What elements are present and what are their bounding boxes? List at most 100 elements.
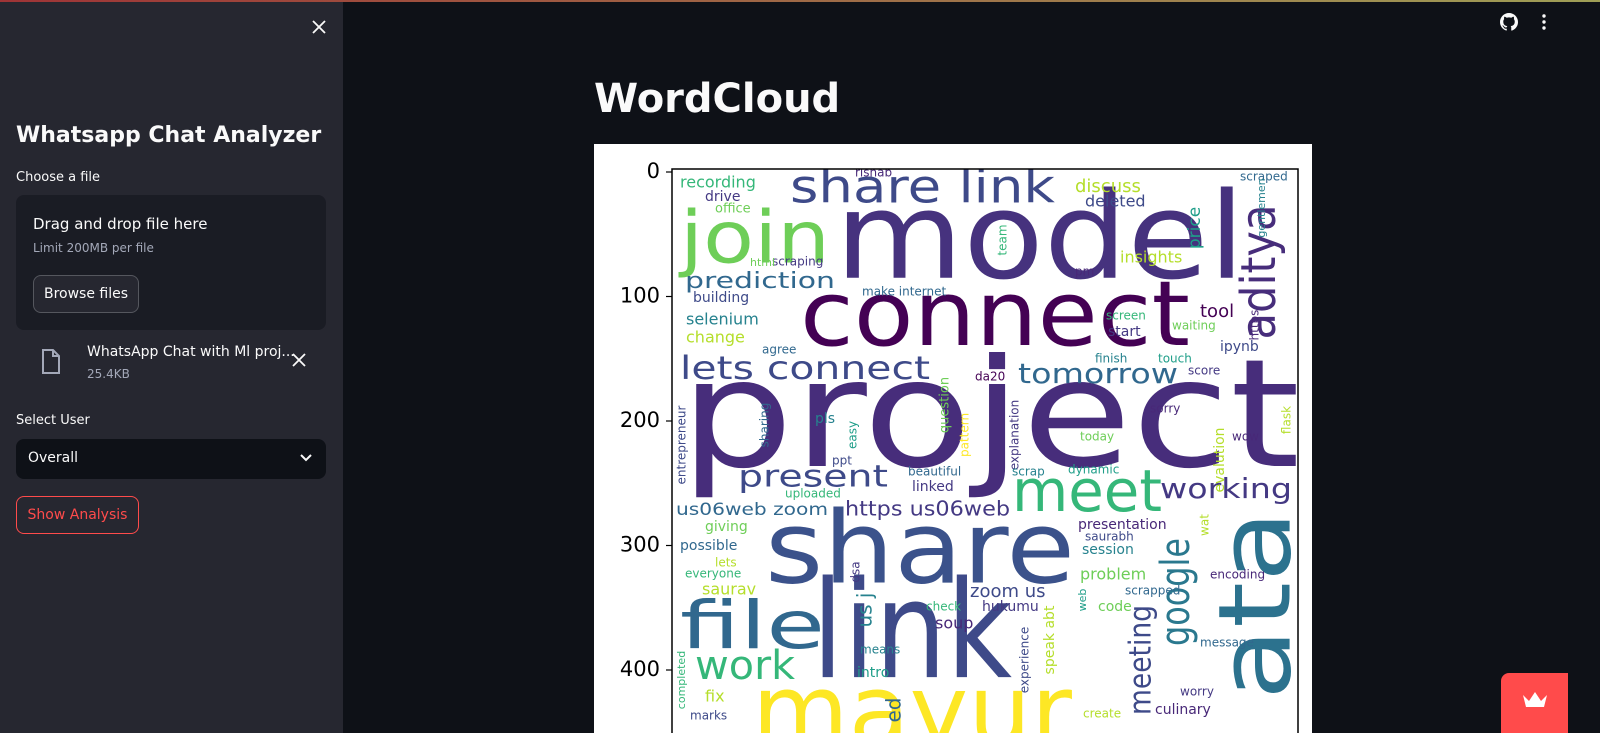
word: lets <box>715 556 737 570</box>
word: finish <box>1095 352 1127 366</box>
word: ata <box>1196 510 1312 700</box>
word: saurav <box>702 580 756 599</box>
word: speak abt <box>1042 605 1058 674</box>
word: file <box>680 587 825 664</box>
word: insights <box>1120 248 1182 267</box>
word: selenium <box>686 310 759 329</box>
word: completed <box>675 651 688 709</box>
word: entrepreneur <box>675 405 689 484</box>
word: saurabh <box>1085 530 1134 544</box>
word: soup <box>935 614 973 633</box>
word: sharing <box>758 403 772 448</box>
word: price <box>1185 207 1205 249</box>
word: experience <box>1018 627 1032 694</box>
word: agree <box>762 343 796 357</box>
word: share link <box>790 160 1055 214</box>
word: gentlemen <box>1255 178 1268 237</box>
word: dsa <box>849 561 863 582</box>
word: project <box>680 328 1300 502</box>
word: uploaded <box>785 487 841 501</box>
word: code <box>1098 599 1132 615</box>
select-value: Overall <box>28 450 79 466</box>
select-arrow <box>300 454 312 462</box>
word: present <box>738 460 888 495</box>
y-tick-label: 300 <box>620 533 660 557</box>
word: us06web zoom <box>676 500 828 520</box>
file-name: WhatsApp Chat with Ml proj... <box>87 344 295 360</box>
word: google <box>1153 538 1199 646</box>
word: drive <box>705 189 740 205</box>
word: us j <box>853 592 877 627</box>
word: https us06web <box>845 497 1010 521</box>
axes-frame <box>671 168 1299 733</box>
word: screen <box>1106 309 1146 323</box>
word: pls <box>815 411 835 427</box>
word: tool <box>1200 301 1234 322</box>
word: flask <box>1280 406 1294 434</box>
word: web <box>1076 589 1089 612</box>
word: prediction <box>685 269 835 294</box>
word: rishab <box>855 166 892 180</box>
y-tick-label: 0 <box>647 159 660 183</box>
word: giving <box>705 519 748 535</box>
word: zoom us <box>970 581 1046 602</box>
word: lets connect <box>680 349 930 387</box>
user-select[interactable]: Overall <box>16 439 326 479</box>
word: ppt <box>832 454 852 468</box>
sidebar: Whatsapp Chat Analyzer Choose a file Dra… <box>0 2 343 733</box>
word: encoding <box>1210 568 1265 582</box>
word: ed <box>882 698 906 723</box>
word: culinary <box>1155 702 1211 718</box>
word: join <box>678 196 830 280</box>
limit-text: Limit 200MB per file <box>33 241 154 255</box>
word: question <box>938 377 953 433</box>
word: ipynb <box>1220 339 1259 355</box>
browse-button[interactable]: Browse files <box>33 275 139 313</box>
word: html <box>750 256 775 269</box>
file-icon <box>42 349 60 374</box>
word: scraping <box>772 255 823 269</box>
word: intro <box>857 665 889 681</box>
close-sidebar[interactable] <box>310 18 328 36</box>
dropzone-text: Drag and drop file here <box>33 215 208 233</box>
show-analysis-button[interactable]: Show Analysis <box>16 496 139 534</box>
word: hukumu <box>982 599 1039 615</box>
word: today <box>1080 430 1114 444</box>
word: marks <box>690 709 727 723</box>
word: dynamic <box>1068 463 1119 477</box>
image-background <box>594 144 1312 733</box>
word: pattern <box>958 413 972 457</box>
word: deleted <box>1085 192 1146 211</box>
word: start <box>1108 324 1141 340</box>
word: connect <box>800 262 1190 367</box>
top-decoration <box>0 0 1600 2</box>
word: share <box>765 489 1075 606</box>
word: waiting <box>1172 319 1216 333</box>
word: possible <box>680 538 737 554</box>
word: mayur <box>752 652 1073 733</box>
word: https <box>1248 310 1262 341</box>
remove-file[interactable] <box>291 352 307 368</box>
word: make internet <box>862 285 947 299</box>
word: scrapped <box>1125 584 1180 598</box>
word: wow <box>1232 430 1259 444</box>
word: message <box>1200 636 1254 650</box>
word: easy <box>846 421 860 449</box>
word: work <box>695 643 796 689</box>
word: link <box>812 552 1012 709</box>
word: fix <box>705 687 725 706</box>
word: worry <box>1180 685 1214 699</box>
word: tomorrow <box>1018 357 1178 390</box>
word: office <box>715 202 751 217</box>
word: beautiful <box>908 465 961 479</box>
word: presentation <box>1078 517 1167 533</box>
main-menu[interactable] <box>1540 13 1548 31</box>
github-icon[interactable] <box>1500 13 1518 31</box>
word: scrap <box>1012 465 1045 479</box>
streamlit-badge[interactable] <box>1501 673 1568 733</box>
word: session <box>1082 542 1134 558</box>
word: meet <box>1012 457 1162 525</box>
y-tick-label: 200 <box>620 408 660 432</box>
